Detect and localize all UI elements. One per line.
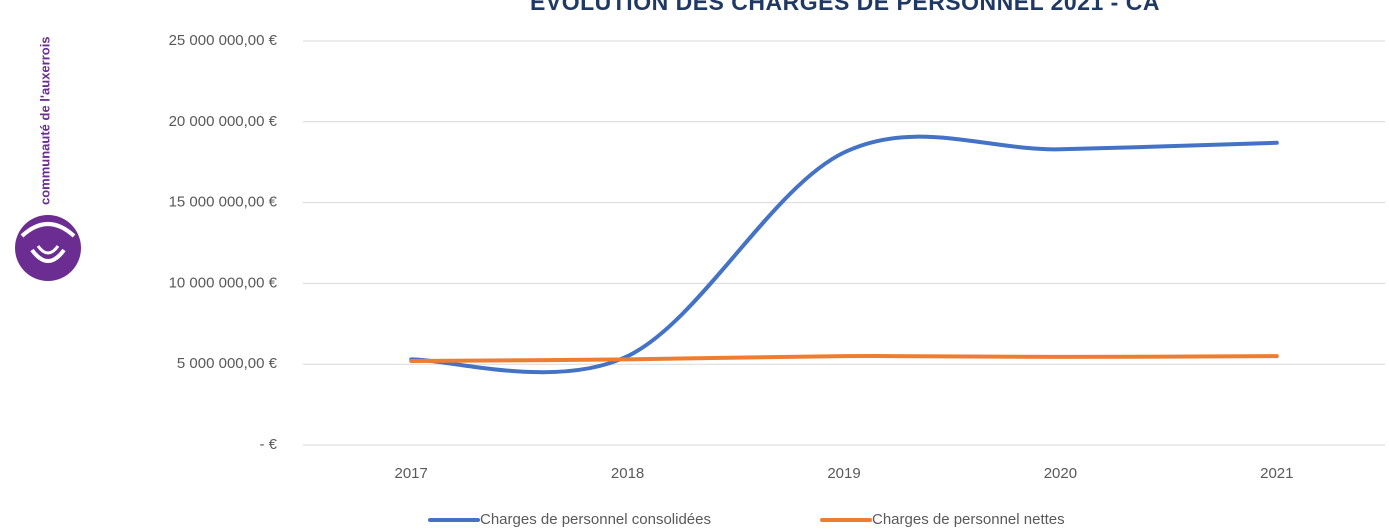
chart-title: EVOLUTION DES CHARGES DE PERSONNEL 2021 … [530, 0, 1160, 15]
legend-label: Charges de personnel consolidées [480, 511, 711, 528]
x-tick-label: 2017 [395, 465, 428, 482]
legend-label: Charges de personnel nettes [872, 511, 1065, 528]
x-tick-label: 2019 [827, 465, 860, 482]
y-tick-label: 25 000 000,00 € [169, 32, 278, 49]
x-tick-label: 2020 [1044, 465, 1077, 482]
y-tick-label: 20 000 000,00 € [169, 113, 278, 130]
y-tick-label: - € [259, 436, 277, 453]
x-tick-label: 2018 [611, 465, 644, 482]
series-line [409, 134, 1279, 375]
logo [15, 215, 81, 281]
x-tick-label: 2021 [1260, 465, 1293, 482]
y-tick-label: 5 000 000,00 € [177, 355, 278, 372]
y-tick-label: 15 000 000,00 € [169, 194, 278, 211]
series-line [409, 354, 1279, 363]
side-label: communauté de l'auxerrois [37, 36, 52, 205]
y-tick-label: 10 000 000,00 € [169, 274, 278, 291]
